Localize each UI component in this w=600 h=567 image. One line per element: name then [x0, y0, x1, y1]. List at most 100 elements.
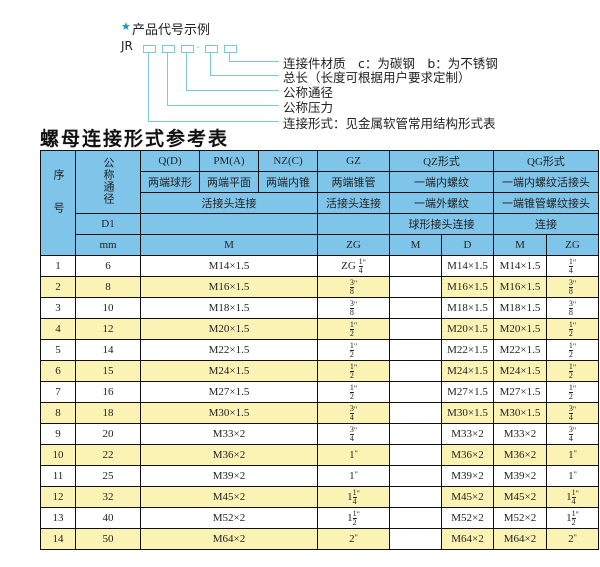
- cell-m: M39×2: [140, 465, 318, 487]
- header-type: NZ(C): [258, 150, 318, 172]
- cell-m: M14×1.5: [140, 255, 318, 277]
- cell-qz-m: [389, 423, 442, 445]
- cell-dn: 50: [75, 528, 141, 550]
- header-unit: M: [140, 234, 318, 256]
- code-label-pressure: 公称压力: [283, 100, 334, 115]
- table-row: 10 22 M36×2 1" M36×2 M36×2 1": [40, 444, 599, 466]
- cell-qz-d: M24×1.5: [441, 360, 494, 382]
- cell-qz-d: M18×1.5: [441, 297, 494, 319]
- cell-gz-zg: 1 2 ": [317, 360, 390, 382]
- table-row: 2 8 M16×1.5 3 8 " M16×1.5 M16×1.5 3 8 ": [40, 276, 599, 298]
- cell-seq: 2: [40, 276, 76, 298]
- header-unit: D: [441, 234, 494, 256]
- cell-qz-d: M64×2: [441, 528, 494, 550]
- table-row: 13 40 M52×2 1 1 2 " M52×2 M52×2 1 1 2 ": [40, 507, 599, 529]
- nut-connection-table: 序号 公称通径 Q(D) PM(A) NZ(C) GZ QZ形式 QG形式 两端…: [40, 150, 599, 550]
- cell-qz-d: M22×1.5: [441, 339, 494, 361]
- cell-seq: 12: [40, 486, 76, 508]
- cell-seq: 13: [40, 507, 76, 529]
- header-unit: ZG: [546, 234, 599, 256]
- cell-m: M64×2: [140, 528, 318, 550]
- cell-seq: 5: [40, 339, 76, 361]
- cell-dn: 16: [75, 381, 141, 403]
- header-unit: M: [389, 234, 442, 256]
- code-box: [143, 45, 156, 53]
- cell-qz-m: [389, 528, 442, 550]
- cell-qg-m: M30×1.5: [493, 402, 547, 424]
- cell-qg-zg: 1": [546, 444, 599, 466]
- cell-m: M36×2: [140, 444, 318, 466]
- cell-qg-m: M18×1.5: [493, 297, 547, 319]
- cell-qg-m: M22×1.5: [493, 339, 547, 361]
- header-dn: 公称通径: [75, 150, 141, 214]
- header-type: GZ: [317, 150, 390, 172]
- cell-qz-d: M16×1.5: [441, 276, 494, 298]
- cell-m: M16×1.5: [140, 276, 318, 298]
- cell-dn: 14: [75, 339, 141, 361]
- cell-dn: 22: [75, 444, 141, 466]
- cell-qg-zg: 1 2 ": [546, 381, 599, 403]
- table-row: 1 6 M14×1.5 ZG 1 4 " M14×1.5 M14×1.5 1 4 ": [40, 255, 599, 277]
- header-desc: 两端内锥: [258, 171, 318, 193]
- cell-qg-m: M24×1.5: [493, 360, 547, 382]
- cell-qg-m: M27×1.5: [493, 381, 547, 403]
- table-row: 9 20 M33×2 3 4 " M33×2 M33×2 3 4 ": [40, 423, 599, 445]
- cell-qg-zg: 2": [546, 528, 599, 550]
- cell-qz-m: [389, 339, 442, 361]
- header-d1: D1: [75, 213, 141, 235]
- code-label-material: 连接件材质 c：为碳钢 b：为不锈钢: [283, 56, 498, 71]
- cell-qg-zg: 1 1 2 ": [546, 507, 599, 529]
- cell-qz-m: [389, 465, 442, 487]
- cell-qz-d: M45×2: [441, 486, 494, 508]
- cell-gz-zg: 1": [317, 465, 390, 487]
- cell-qg-m: M16×1.5: [493, 276, 547, 298]
- cell-qz-d: M52×2: [441, 507, 494, 529]
- cell-qz-d: M36×2: [441, 444, 494, 466]
- cell-gz-zg: 1 1 2 ": [317, 507, 390, 529]
- cell-gz-zg: 2": [317, 528, 390, 550]
- cell-qg-zg: 1 4 ": [546, 255, 599, 277]
- cell-dn: 25: [75, 465, 141, 487]
- cell-gz-zg: ZG 1 4 ": [317, 255, 390, 277]
- header-type: PM(A): [199, 150, 259, 172]
- code-box: [162, 45, 175, 53]
- cell-qz-m: [389, 297, 442, 319]
- cell-qg-m: M64×2: [493, 528, 547, 550]
- header-desc: 两端球形: [140, 171, 200, 193]
- cell-qz-d: M30×1.5: [441, 402, 494, 424]
- cell-m: M18×1.5: [140, 297, 318, 319]
- cell-qz-m: [389, 444, 442, 466]
- cell-gz-zg: 3 4 ": [317, 402, 390, 424]
- cell-qg-m: M39×2: [493, 465, 547, 487]
- header-mm: mm: [75, 234, 141, 256]
- header-seq: 序号: [40, 150, 76, 256]
- cell-dn: 8: [75, 276, 141, 298]
- header-conn: 一端外螺纹: [389, 192, 494, 214]
- code-label-length: 总长（长度可根据用户要求定制）: [283, 70, 471, 85]
- table-row: 12 32 M45×2 1 1 4 " M45×2 M45×2 1 1 4 ": [40, 486, 599, 508]
- cell-dn: 15: [75, 360, 141, 382]
- cell-qg-zg: 1 2 ": [546, 360, 599, 382]
- cell-qz-m: [389, 360, 442, 382]
- header-desc: 两端锥管: [317, 171, 390, 193]
- cell-gz-zg: 3 8 ": [317, 297, 390, 319]
- header-conn: 活接头连接: [140, 192, 318, 214]
- header-type: QZ形式: [389, 150, 494, 172]
- cell-seq: 6: [40, 360, 76, 382]
- cell-seq: 3: [40, 297, 76, 319]
- cell-gz-zg: 1 2 ": [317, 318, 390, 340]
- header-desc: 一端内螺纹活接头: [493, 171, 599, 193]
- cell-seq: 9: [40, 423, 76, 445]
- cell-gz-zg: 1": [317, 444, 390, 466]
- cell-dn: 6: [75, 255, 141, 277]
- cell-qg-zg: 3 4 ": [546, 402, 599, 424]
- product-code-example: ★ 产品代号示例 JR - 连接件材质 c：为碳钢 b：为不锈钢 总长（长度可根…: [0, 0, 600, 131]
- cell-dn: 20: [75, 423, 141, 445]
- cell-qg-zg: 3 8 ": [546, 276, 599, 298]
- cell-dn: 40: [75, 507, 141, 529]
- header-type: Q(D): [140, 150, 200, 172]
- code-box: [224, 45, 237, 53]
- table-row: 14 50 M64×2 2" M64×2 M64×2 2": [40, 528, 599, 550]
- code-prefix: JR: [121, 39, 133, 53]
- code-box: [181, 45, 194, 53]
